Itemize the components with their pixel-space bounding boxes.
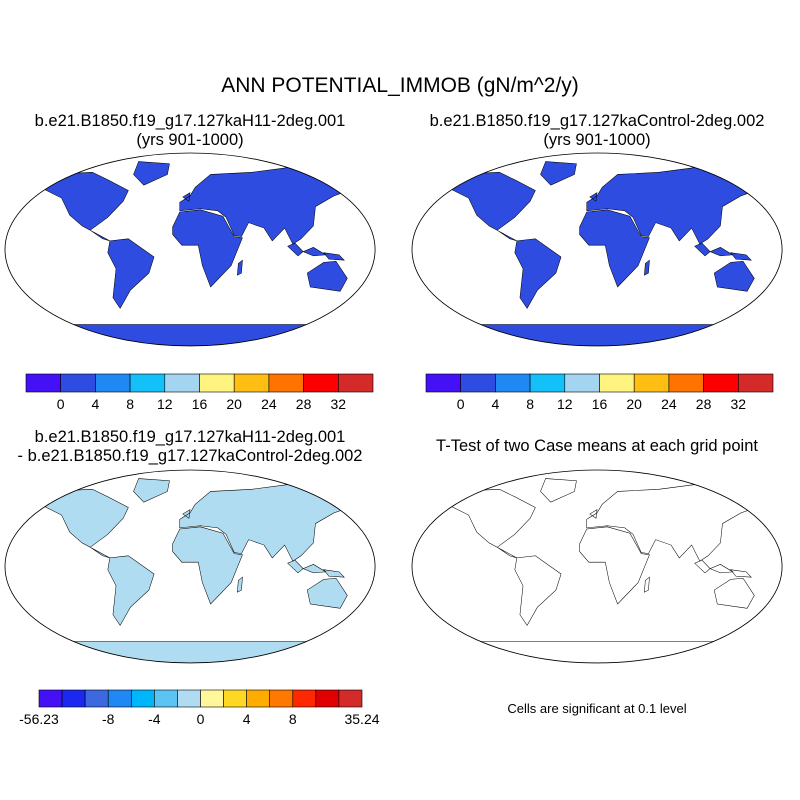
colorbar-box <box>425 373 462 393</box>
colorbar-box <box>61 689 86 708</box>
colorbar-label: 32 <box>330 396 347 412</box>
colorbar-label: 0 <box>56 396 65 412</box>
colorbar-label: 8 <box>526 396 534 412</box>
panel-title-difference: b.e21.B1850.f19_g17.127kaH11-2deg.001 - … <box>18 428 363 466</box>
colorbar-label: 4 <box>242 711 251 727</box>
colorbar-box <box>269 689 294 708</box>
colorbar-label: 32 <box>730 396 747 412</box>
colorbar-label: 20 <box>226 396 242 412</box>
colorbar-label: 8 <box>126 396 134 412</box>
colorbar-box <box>668 373 704 393</box>
panel-title-line1: b.e21.B1850.f19_g17.127kaControl-2deg.00… <box>429 112 765 130</box>
map-border <box>4 152 376 347</box>
colorbar-label: 12 <box>157 396 173 412</box>
colorbar-box <box>233 373 270 393</box>
colorbar-label: 0 <box>196 711 205 727</box>
figure-title: ANN POTENTIAL_IMMOB (gN/m^2/y) <box>221 74 579 97</box>
colorbar-box <box>703 373 739 393</box>
colorbar-label: 16 <box>191 396 208 412</box>
colorbar-h11 <box>25 373 374 393</box>
colorbar-control <box>425 373 774 393</box>
colorbar-box <box>529 373 566 393</box>
colorbar-box <box>60 373 96 393</box>
colorbar-box <box>38 689 63 708</box>
colorbar-box <box>315 689 340 708</box>
colorbar-label: -4 <box>148 711 161 727</box>
map-h11 <box>4 152 376 347</box>
panel-title-h11: b.e21.B1850.f19_g17.127kaH11-2deg.001 (y… <box>35 112 346 150</box>
colorbar-box <box>200 689 224 708</box>
colorbar-box <box>460 373 496 393</box>
colorbar-box <box>737 373 774 393</box>
colorbar-box <box>199 373 235 393</box>
colorbar-label: 35.24 <box>344 711 380 727</box>
panel-title-line1: T-Test of two Case means at each grid po… <box>436 437 758 455</box>
map-ttest <box>411 469 783 664</box>
colorbar-box <box>164 373 200 393</box>
colorbar-label: 28 <box>695 396 712 412</box>
colorbar-box <box>268 373 304 393</box>
panel-title-control: b.e21.B1850.f19_g17.127kaControl-2deg.00… <box>430 112 765 150</box>
significance-note: Cells are significant at 0.1 level <box>507 701 687 716</box>
colorbar-box <box>495 373 531 393</box>
colorbar-box <box>303 373 339 393</box>
colorbar-box <box>130 689 155 708</box>
colorbar-box <box>223 689 247 708</box>
colorbar-box <box>25 373 62 393</box>
colorbar-box <box>246 689 271 708</box>
panel-title-line1: b.e21.B1850.f19_g17.127kaH11-2deg.001 <box>34 428 346 446</box>
panel-title-line2: (yrs 901-1000) <box>543 131 651 149</box>
colorbar-box <box>95 373 131 393</box>
colorbar-label: 12 <box>557 396 573 412</box>
colorbar-label: 28 <box>295 396 312 412</box>
colorbar-label: 24 <box>261 396 277 412</box>
colorbar-label: 16 <box>591 396 608 412</box>
colorbar-label: 20 <box>626 396 642 412</box>
map-difference <box>4 469 376 664</box>
significant-cells <box>412 478 783 637</box>
colorbar-box <box>177 689 201 708</box>
colorbar-box <box>633 373 670 393</box>
colorbar-label: -8 <box>101 711 115 727</box>
colorbar-label: 4 <box>91 396 100 412</box>
colorbar-box <box>292 689 317 708</box>
colorbar-difference <box>38 689 363 708</box>
colorbar-box <box>564 373 600 393</box>
colorbar-box <box>154 689 178 708</box>
colorbar-box <box>129 373 166 393</box>
colorbar-label: 8 <box>288 711 297 727</box>
colorbar-label: 24 <box>661 396 677 412</box>
colorbar-box <box>107 689 132 708</box>
colorbar-label: 0 <box>456 396 465 412</box>
panel-title-line1: b.e21.B1850.f19_g17.127kaH11-2deg.001 <box>34 112 346 130</box>
map-control <box>411 152 783 347</box>
colorbar-box <box>337 373 374 393</box>
panel-title-line2: - b.e21.B1850.f19_g17.127kaControl-2deg.… <box>17 447 363 465</box>
colorbar-box <box>84 689 109 708</box>
colorbar-box <box>599 373 635 393</box>
panel-title-line2: (yrs 901-1000) <box>136 131 244 149</box>
colorbar-box <box>338 689 363 708</box>
colorbar-label: 4 <box>491 396 500 412</box>
panel-title-ttest: T-Test of two Case means at each grid po… <box>436 437 758 456</box>
colorbar-label: -56.23 <box>19 711 59 727</box>
